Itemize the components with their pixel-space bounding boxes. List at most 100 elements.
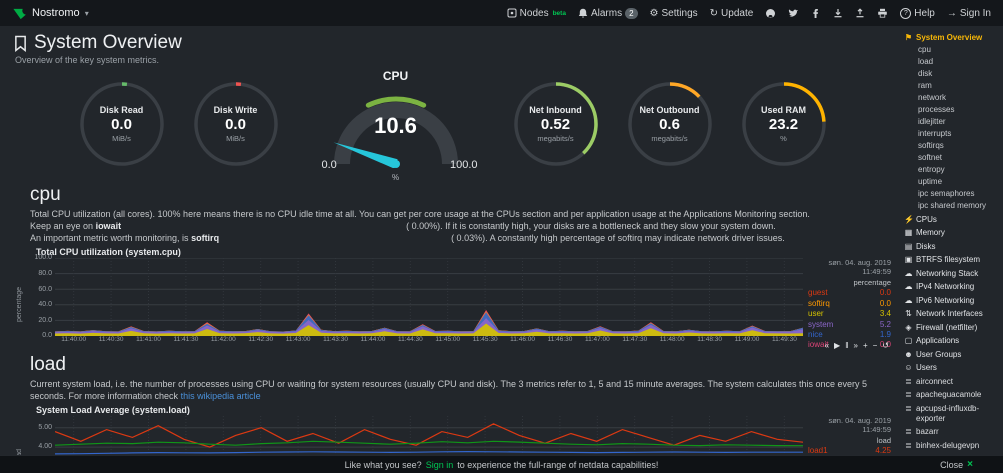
legend-item-iowait[interactable]: iowait 0.0 (808, 340, 891, 350)
legend-item-nice[interactable]: nice 1.9 (808, 330, 891, 340)
legend-item-user[interactable]: user 3.4 (808, 309, 891, 319)
gauge-net-outbound[interactable]: Net Outbound 0.6 megabits/s (626, 80, 714, 168)
page-header: System Overview (14, 32, 891, 54)
x-tick-label: 11:40:30 (98, 336, 124, 344)
x-tick-label: 11:42:30 (248, 336, 274, 344)
chart-icon: ≣ (905, 403, 912, 413)
cpu-description: Total CPU utilization (all cores). 100% … (30, 208, 875, 244)
gauge-unit: MiB/s (112, 134, 131, 143)
twitter-button[interactable] (788, 8, 799, 19)
legend-series-value: 0.0 (879, 340, 891, 350)
sidebar-item-label: Applications (916, 336, 960, 345)
sidebar-item-disk[interactable]: disk (904, 69, 1000, 79)
pan-forward-icon[interactable]: » (853, 340, 858, 350)
gauge-cpu[interactable]: CPU 10.6 0.0 100.0% (306, 69, 486, 182)
sidebar-item-calibreweb[interactable]: ≣calibreweb (904, 454, 1000, 455)
sidebar-item-ipv4-networking[interactable]: ☁ IPv4 Networking (904, 282, 1000, 292)
facebook-button[interactable] (811, 8, 821, 19)
legend-item-softirq[interactable]: softirq 0.0 (808, 299, 891, 309)
zoom-in-icon[interactable]: + (862, 340, 868, 350)
gauge-disk-write[interactable]: Disk Write 0.0 MiB/s (192, 80, 280, 168)
sidebar-item-idlejitter[interactable]: idlejitter (904, 117, 1000, 127)
sidebar-item-applications[interactable]: ▢ Applications (904, 336, 1000, 346)
sidebar-item-cpu[interactable]: cpu (904, 45, 1000, 55)
gauge-overlay: Used RAM 23.2% (740, 80, 828, 168)
sidebar-item-load[interactable]: load (904, 57, 1000, 67)
sidebar-item-ipv6-networking[interactable]: ☁ IPv6 Networking (904, 296, 1000, 306)
reset-icon[interactable]: ↺ (882, 340, 889, 350)
sidebar-item-processes[interactable]: processes (904, 105, 1000, 115)
banner-close-button[interactable]: Close × (940, 459, 973, 470)
nodes-button[interactable]: Nodes beta (507, 8, 566, 19)
sidebar-item-system-overview[interactable]: ⚑ System Overview (904, 33, 1000, 43)
banner-signin-link[interactable]: Sign in (425, 459, 454, 470)
sidebar-item-airconnect[interactable]: ≣ airconnect (904, 377, 1000, 387)
gauge-overlay: Net Inbound 0.52 megabits/s (512, 80, 600, 168)
gauge-unit: % (391, 173, 400, 182)
sidebar-item-interrupts[interactable]: interrupts (904, 129, 1000, 139)
alarms-button[interactable]: Alarms 2 (578, 7, 638, 19)
x-tick-label: 11:45:30 (472, 336, 498, 344)
import-snapshot-button[interactable] (855, 8, 865, 18)
sidebar-item-ipc-shared-memory[interactable]: ipc shared memory (904, 201, 1000, 211)
load-chart-plot-area[interactable] (55, 416, 803, 455)
github-button[interactable] (765, 8, 776, 19)
sidebar-item-binhex-delugevpn[interactable]: ≣ binhex-delugevpn (904, 441, 1000, 451)
sidebar-item-cpus[interactable]: ⚡ CPUs (904, 215, 1000, 225)
gauge-used-ram[interactable]: Used RAM 23.2% (740, 80, 828, 168)
load-chart: System Load Average (system.load) load 5… (14, 405, 891, 455)
gauge-net-inbound[interactable]: Net Inbound 0.52 megabits/s (512, 80, 600, 168)
sidebar-item-apcupsd-influxdb-exporter[interactable]: ≣ apcupsd-influxdb-exporter (904, 404, 1000, 424)
sidebar-item-network-interfaces[interactable]: ⇅ Network Interfaces (904, 309, 1000, 319)
sidebar-item-firewall-netfilter[interactable]: ◈ Firewall (netfilter) (904, 323, 1000, 333)
help-button[interactable]: ? Help (900, 7, 935, 19)
legend-date: søn. 04. aug. 2019 (828, 258, 891, 268)
bottom-banner: Like what you see? Sign in to experience… (0, 455, 1003, 473)
zoom-out-icon[interactable]: − (872, 340, 878, 350)
chart-icon: ≣ (905, 376, 912, 386)
sidebar-item-memory[interactable]: ▦ Memory (904, 228, 1000, 238)
sidebar-item-uptime[interactable]: uptime (904, 177, 1000, 187)
sidebar-item-disks[interactable]: ▤ Disks (904, 242, 1000, 252)
gauge-label: Net Outbound (639, 105, 700, 115)
signin-button[interactable]: → Sign In (947, 8, 991, 19)
sidebar-item-ram[interactable]: ram (904, 81, 1000, 91)
legend-item-guest[interactable]: guest 0.0 (808, 288, 891, 298)
sidebar-item-softirqs[interactable]: softirqs (904, 141, 1000, 151)
sidebar-item-softnet[interactable]: softnet (904, 153, 1000, 163)
nodes-icon (507, 8, 517, 18)
sidebar-item-network[interactable]: network (904, 93, 1000, 103)
pause-icon[interactable]: ‖ (845, 340, 849, 350)
sidebar-item-btrfs-filesystem[interactable]: ▣ BTRFS filesystem (904, 255, 1000, 265)
update-button[interactable]: ↻ Update (710, 8, 754, 19)
sidebar-item-bazarr[interactable]: ≣ bazarr (904, 427, 1000, 437)
sidebar-item-label: Users (916, 363, 937, 372)
legend-series-value: 0.0 (879, 298, 891, 308)
wikipedia-link[interactable]: this wikipedia article (180, 390, 261, 401)
pan-backward-icon[interactable]: « (824, 340, 830, 350)
sidebar-item-label: Disks (916, 241, 936, 251)
bell-icon (578, 8, 588, 18)
cpu-desc-line2-post: ( 0.00%). If it is constantly high, your… (406, 221, 776, 232)
chart-toolbar: « ▶ ‖ » + − ↺ (825, 341, 889, 350)
legend-date: søn. 04. aug. 2019 (828, 416, 891, 426)
legend-item-load1[interactable]: load1 4.25 (808, 446, 891, 455)
load-desc-text: Current system load, i.e. the number of … (30, 378, 868, 401)
gauge-disk-read[interactable]: Disk Read 0.0 MiB/s (78, 80, 166, 168)
cpu-chart-plot-area[interactable] (55, 258, 803, 337)
node-menu[interactable]: Nostromo ▾ (12, 6, 89, 21)
print-button[interactable] (877, 8, 888, 18)
play-icon[interactable]: ▶ (834, 340, 841, 350)
sidebar-item-ipc-semaphores[interactable]: ipc semaphores (904, 189, 1000, 199)
sidebar-item-entropy[interactable]: entropy (904, 165, 1000, 175)
cpu-chart: Total CPU utilization (system.cpu) perce… (14, 247, 891, 350)
sidebar-item-networking-stack[interactable]: ☁ Networking Stack (904, 269, 1000, 279)
sidebar-item-users[interactable]: ☺ Users (904, 363, 1000, 373)
legend-item-system[interactable]: system 5.2 (808, 320, 891, 330)
export-snapshot-button[interactable] (833, 8, 843, 18)
legend-series-name: user (808, 309, 824, 319)
x-tick-label: 11:46:30 (547, 336, 573, 344)
sidebar-item-apacheguacamole[interactable]: ≣ apacheguacamole (904, 390, 1000, 400)
settings-button[interactable]: ⚙ Settings (650, 8, 698, 19)
sidebar-item-user-groups[interactable]: ☻ User Groups (904, 350, 1000, 360)
